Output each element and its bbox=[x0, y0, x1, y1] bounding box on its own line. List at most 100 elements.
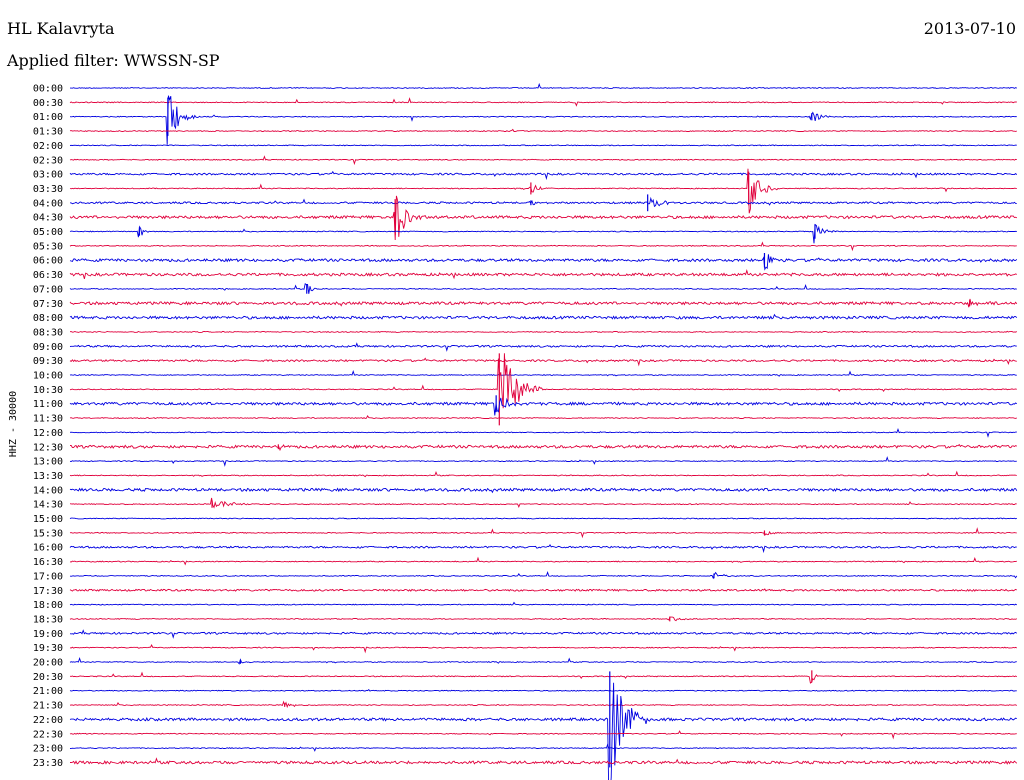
trace-row-1330 bbox=[69, 470, 1017, 478]
trace-row-1930 bbox=[69, 643, 1017, 654]
time-label: 06:30 bbox=[33, 270, 63, 281]
trace-row-0030 bbox=[69, 97, 1017, 107]
trace-row-0630 bbox=[69, 269, 1017, 280]
time-label: 21:00 bbox=[33, 686, 63, 697]
time-label: 23:00 bbox=[33, 744, 63, 755]
trace-row-1130 bbox=[69, 415, 1017, 420]
time-label: 03:00 bbox=[33, 170, 63, 181]
trace-row-0430 bbox=[69, 195, 1018, 241]
trace-row-1500 bbox=[69, 517, 1017, 520]
channel-label: HHZ - 30000 bbox=[8, 391, 19, 457]
trace-row-0130 bbox=[69, 128, 1017, 133]
station-title: HL Kalavryta bbox=[7, 19, 115, 38]
trace-row-2100 bbox=[69, 688, 1017, 692]
time-label: 02:30 bbox=[33, 155, 63, 166]
filter-label: Applied filter: WWSSN-SP bbox=[7, 51, 220, 70]
trace-row-1200 bbox=[69, 427, 1017, 438]
trace-row-1000 bbox=[69, 369, 1017, 377]
time-labels-layer: 00:00 00:30 01:00 01:30 02:00 02:30 03:00 03:30… bbox=[33, 84, 63, 769]
trace-row-2230 bbox=[69, 730, 1017, 740]
trace-row-0300 bbox=[69, 170, 1018, 181]
trace-row-1230 bbox=[70, 443, 1018, 452]
trace-row-1700 bbox=[69, 571, 1018, 580]
time-label: 02:00 bbox=[33, 141, 63, 152]
trace-row-0530 bbox=[69, 241, 1017, 252]
trace-row-0400 bbox=[69, 196, 1017, 208]
time-label: 14:30 bbox=[33, 500, 63, 511]
time-label: 15:30 bbox=[33, 528, 63, 539]
trace-row-1030 bbox=[69, 353, 1017, 409]
time-label: 07:30 bbox=[33, 299, 63, 310]
trace-row-1800 bbox=[69, 601, 1018, 606]
trace-row-2000 bbox=[69, 656, 1017, 665]
trace-row-0200 bbox=[69, 144, 1017, 147]
trace-row-1630 bbox=[69, 556, 1017, 566]
trace-row-0230 bbox=[69, 155, 1017, 166]
time-label: 04:00 bbox=[33, 198, 63, 209]
time-label: 06:00 bbox=[33, 256, 63, 267]
trace-row-2030 bbox=[69, 671, 1018, 684]
time-label: 00:30 bbox=[33, 98, 63, 109]
time-label: 09:30 bbox=[33, 356, 63, 367]
time-label: 10:00 bbox=[33, 371, 63, 382]
trace-row-1600 bbox=[69, 543, 1017, 554]
time-label: 00:00 bbox=[33, 84, 63, 95]
time-label: 12:00 bbox=[33, 428, 63, 439]
time-label: 16:00 bbox=[33, 543, 63, 554]
trace-row-0700 bbox=[69, 283, 1017, 294]
time-label: 14:00 bbox=[33, 485, 63, 496]
trace-row-0330 bbox=[69, 168, 1017, 214]
time-label: 18:30 bbox=[33, 614, 63, 625]
trace-row-0100 bbox=[69, 95, 1017, 145]
trace-row-0500 bbox=[69, 223, 1017, 244]
time-label: 10:30 bbox=[33, 385, 63, 396]
time-label: 08:00 bbox=[33, 313, 63, 324]
trace-row-0830 bbox=[69, 330, 1017, 333]
time-label: 03:30 bbox=[33, 184, 63, 195]
time-label: 17:30 bbox=[33, 586, 63, 597]
time-label: 08:30 bbox=[33, 327, 63, 338]
trace-row-1730 bbox=[69, 588, 1018, 592]
time-label: 11:30 bbox=[33, 414, 63, 425]
trace-row-0800 bbox=[69, 313, 1018, 320]
trace-row-0930 bbox=[69, 357, 1017, 367]
trace-row-2200 bbox=[69, 682, 1017, 780]
time-label: 07:00 bbox=[33, 284, 63, 295]
time-label: 12:30 bbox=[33, 442, 63, 453]
trace-row-1100 bbox=[69, 397, 1018, 416]
time-label: 20:00 bbox=[33, 658, 63, 669]
trace-row-0730 bbox=[69, 298, 1018, 308]
trace-row-2130 bbox=[69, 700, 1018, 709]
time-label: 22:30 bbox=[33, 729, 63, 740]
time-label: 05:30 bbox=[33, 241, 63, 252]
time-label: 13:00 bbox=[33, 457, 63, 468]
time-label: 17:00 bbox=[33, 571, 63, 582]
time-label: 11:00 bbox=[33, 399, 63, 410]
trace-row-2330 bbox=[70, 757, 1018, 765]
trace-row-1300 bbox=[69, 456, 1017, 467]
trace-row-1400 bbox=[69, 487, 1018, 494]
time-label: 05:00 bbox=[33, 227, 63, 238]
trace-row-1900 bbox=[69, 629, 1018, 639]
time-label: 15:00 bbox=[33, 514, 63, 525]
time-label: 19:30 bbox=[33, 643, 63, 654]
trace-row-0600 bbox=[69, 254, 1018, 271]
time-label: 23:30 bbox=[33, 758, 63, 769]
trace-row-1430 bbox=[69, 497, 1017, 509]
trace-row-1830 bbox=[69, 616, 1018, 622]
time-label: 22:00 bbox=[33, 715, 63, 726]
time-label: 09:00 bbox=[33, 342, 63, 353]
traces-layer bbox=[69, 82, 1018, 780]
time-label: 01:00 bbox=[33, 112, 63, 123]
trace-row-2300 bbox=[69, 743, 1017, 752]
time-label: 19:00 bbox=[33, 629, 63, 640]
time-label: 13:30 bbox=[33, 471, 63, 482]
trace-row-0000 bbox=[70, 82, 1018, 89]
time-label: 01:30 bbox=[33, 127, 63, 138]
time-label: 16:30 bbox=[33, 557, 63, 568]
date-title: 2013-07-10 bbox=[923, 19, 1016, 38]
time-label: 04:30 bbox=[33, 213, 63, 224]
trace-row-1530 bbox=[69, 527, 1017, 539]
trace-row-0900 bbox=[69, 342, 1017, 352]
